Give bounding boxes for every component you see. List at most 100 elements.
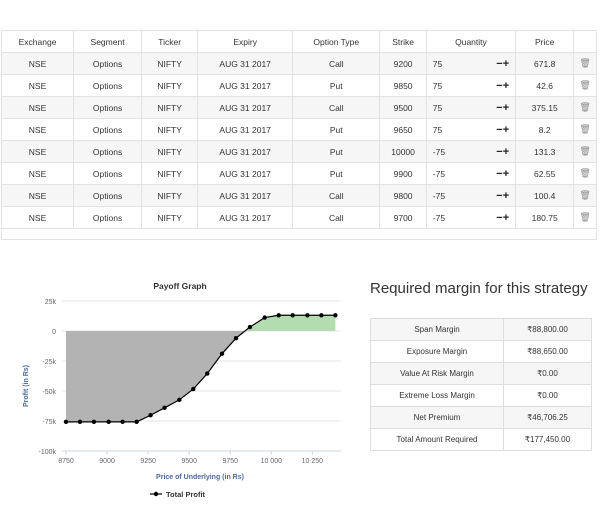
y-tick-label: -75k: [42, 419, 56, 426]
data-point: [148, 413, 153, 418]
data-point: [333, 313, 338, 318]
minus-button[interactable]: −: [496, 211, 503, 224]
data-point: [191, 386, 196, 392]
plus-button[interactable]: +: [502, 211, 510, 224]
strike-cell: 9700: [379, 206, 427, 229]
table-row: NSE Options NIFTY AUG 31 2017 Put 9650 7…: [0, 118, 597, 141]
profit-area: [244, 315, 336, 331]
ticker-cell: NIFTY: [141, 52, 199, 75]
quantity-value: -75: [432, 146, 446, 157]
ticker-cell: NIFTY: [141, 118, 199, 141]
minus-button[interactable]: −: [496, 79, 503, 92]
expiry-cell: AUG 31 2017: [197, 52, 294, 75]
quantity-stepper[interactable]: −+: [496, 146, 509, 158]
ticker-cell: NIFTY: [141, 162, 199, 185]
column-header: Ticker: [141, 30, 199, 53]
quantity-stepper[interactable]: −+: [496, 80, 509, 92]
segment-cell: Options: [73, 140, 143, 163]
column-header: Expiry: [197, 30, 294, 53]
trash-icon[interactable]: 🗑: [579, 124, 591, 134]
data-point: [290, 313, 295, 318]
quantity-stepper[interactable]: −+: [496, 212, 509, 224]
table-row: NSE Options NIFTY AUG 31 2017 Put 10000 …: [0, 140, 597, 163]
option-type-cell: Call: [292, 206, 381, 229]
delete-cell: 🗑: [573, 184, 597, 207]
quantity-cell: -75 −+: [425, 162, 517, 185]
plus-button[interactable]: +: [502, 189, 510, 202]
quantity-value: -75: [432, 168, 446, 179]
quantity-value: -75: [432, 212, 446, 223]
quantity-cell: 75 −+: [425, 118, 517, 141]
quantity-stepper[interactable]: −+: [496, 58, 509, 70]
legend-item: Total Profit: [166, 490, 206, 499]
minus-button[interactable]: −: [496, 167, 503, 180]
expiry-cell: AUG 31 2017: [197, 74, 294, 97]
quantity-stepper[interactable]: −+: [496, 168, 509, 180]
trash-icon[interactable]: 🗑: [579, 58, 591, 68]
table-header: Exchange Segment Ticker Expiry Option Type St…: [0, 30, 597, 53]
data-point: [120, 419, 125, 425]
minus-button[interactable]: −: [496, 145, 503, 158]
quantity-stepper[interactable]: −+: [496, 124, 509, 136]
plus-button[interactable]: +: [502, 79, 510, 92]
plus-button[interactable]: +: [502, 145, 510, 158]
quantity-value: 75: [432, 80, 443, 91]
option-type-cell: Call: [292, 52, 381, 75]
strike-cell: 9900: [379, 162, 427, 185]
trash-icon[interactable]: 🗑: [579, 146, 591, 156]
column-header: Exchange: [0, 30, 75, 53]
strike-cell: 9200: [379, 52, 427, 75]
segment-cell: Options: [73, 74, 143, 97]
margin-label: Net Premium: [370, 406, 504, 429]
minus-button[interactable]: −: [496, 101, 503, 114]
quantity-stepper[interactable]: −+: [496, 102, 509, 114]
table-row: NSE Options NIFTY AUG 31 2017 Put 9900 -…: [0, 162, 597, 185]
trash-icon[interactable]: 🗑: [579, 102, 591, 112]
plus-button[interactable]: +: [502, 167, 510, 180]
option-type-cell: Put: [292, 74, 381, 97]
data-point: [219, 351, 225, 356]
trash-icon[interactable]: 🗑: [579, 168, 591, 178]
strike-cell: 10000: [379, 140, 427, 163]
table-row: NSE Options NIFTY AUG 31 2017 Put 9850 7…: [0, 74, 597, 97]
legs-table: Exchange Segment Ticker Expiry Option Type St…: [0, 30, 597, 229]
exchange-cell: NSE: [0, 162, 75, 185]
quantity-cell: -75 −+: [425, 140, 517, 163]
minus-button[interactable]: −: [496, 123, 503, 136]
ticker-cell: NIFTY: [141, 206, 199, 229]
data-point: [305, 313, 310, 318]
option-type-cell: Put: [292, 162, 381, 185]
data-point: [177, 397, 182, 403]
delete-cell: 🗑: [573, 162, 597, 185]
quantity-value: 75: [432, 102, 443, 113]
quantity-cell: -75 −+: [425, 206, 517, 229]
margin-row: Value At Risk Margin ₹0.00: [370, 362, 592, 385]
trash-icon[interactable]: 🗑: [579, 80, 591, 90]
plus-button[interactable]: +: [502, 123, 510, 136]
expiry-cell: AUG 31 2017: [197, 118, 294, 141]
minus-button[interactable]: −: [496, 57, 503, 70]
data-point: [276, 313, 281, 318]
y-tick-label: 0: [52, 329, 56, 336]
strike-cell: 9500: [379, 96, 427, 119]
plus-button[interactable]: +: [502, 57, 510, 70]
trash-icon[interactable]: 🗑: [579, 212, 591, 222]
expiry-cell: AUG 31 2017: [197, 184, 294, 207]
price-cell: 42.6: [515, 74, 575, 97]
expiry-cell: AUG 31 2017: [197, 206, 294, 229]
plus-button[interactable]: +: [502, 101, 510, 114]
margin-row: Extreme Loss Margin ₹0.00: [370, 384, 592, 407]
y-axis-title: Profit (in Rs): [23, 365, 30, 407]
expiry-cell: AUG 31 2017: [197, 96, 294, 119]
data-point: [106, 419, 111, 425]
quantity-stepper[interactable]: −+: [496, 190, 509, 202]
column-header: Quantity: [425, 30, 517, 53]
margin-label: Extreme Loss Margin: [370, 384, 504, 407]
minus-button[interactable]: −: [496, 189, 503, 202]
margin-value: ₹88,800.00: [503, 318, 592, 341]
trash-icon[interactable]: 🗑: [579, 190, 591, 200]
margin-value: ₹0.00: [503, 384, 592, 407]
delete-cell: 🗑: [573, 96, 597, 119]
segment-cell: Options: [73, 52, 143, 75]
